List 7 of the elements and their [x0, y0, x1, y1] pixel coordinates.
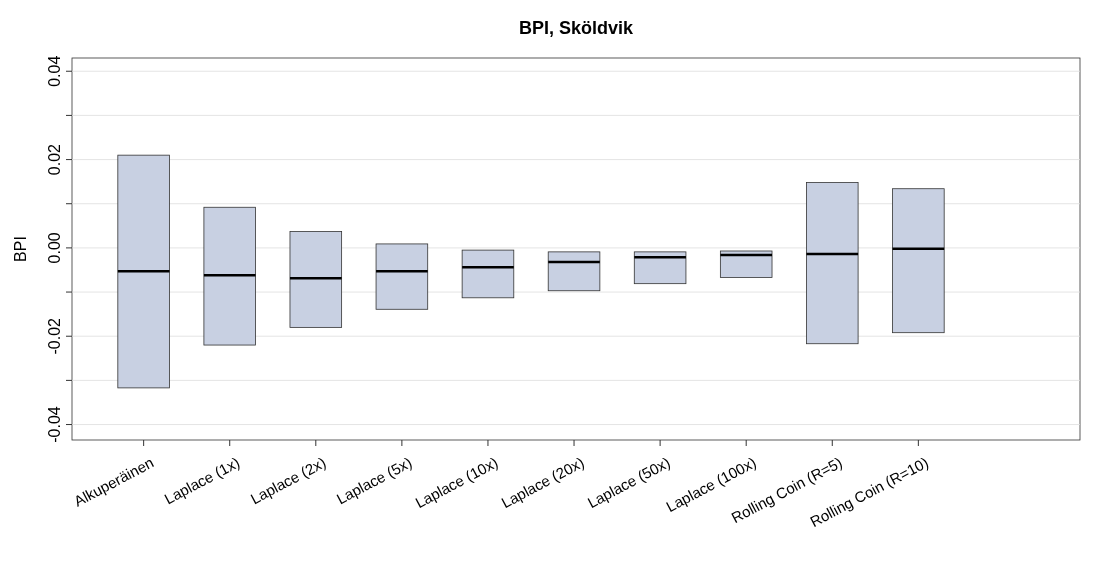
y-tick-label: -0.02	[46, 317, 63, 355]
y-tick-label: 0.02	[46, 143, 63, 176]
y-axis-title: BPI	[12, 236, 29, 262]
y-tick-label: 0.00	[46, 232, 63, 264]
chart-title: BPI, Sköldvik	[518, 18, 634, 38]
y-tick-label: -0.04	[46, 406, 63, 443]
y-tick-label: 0.04	[46, 55, 63, 87]
